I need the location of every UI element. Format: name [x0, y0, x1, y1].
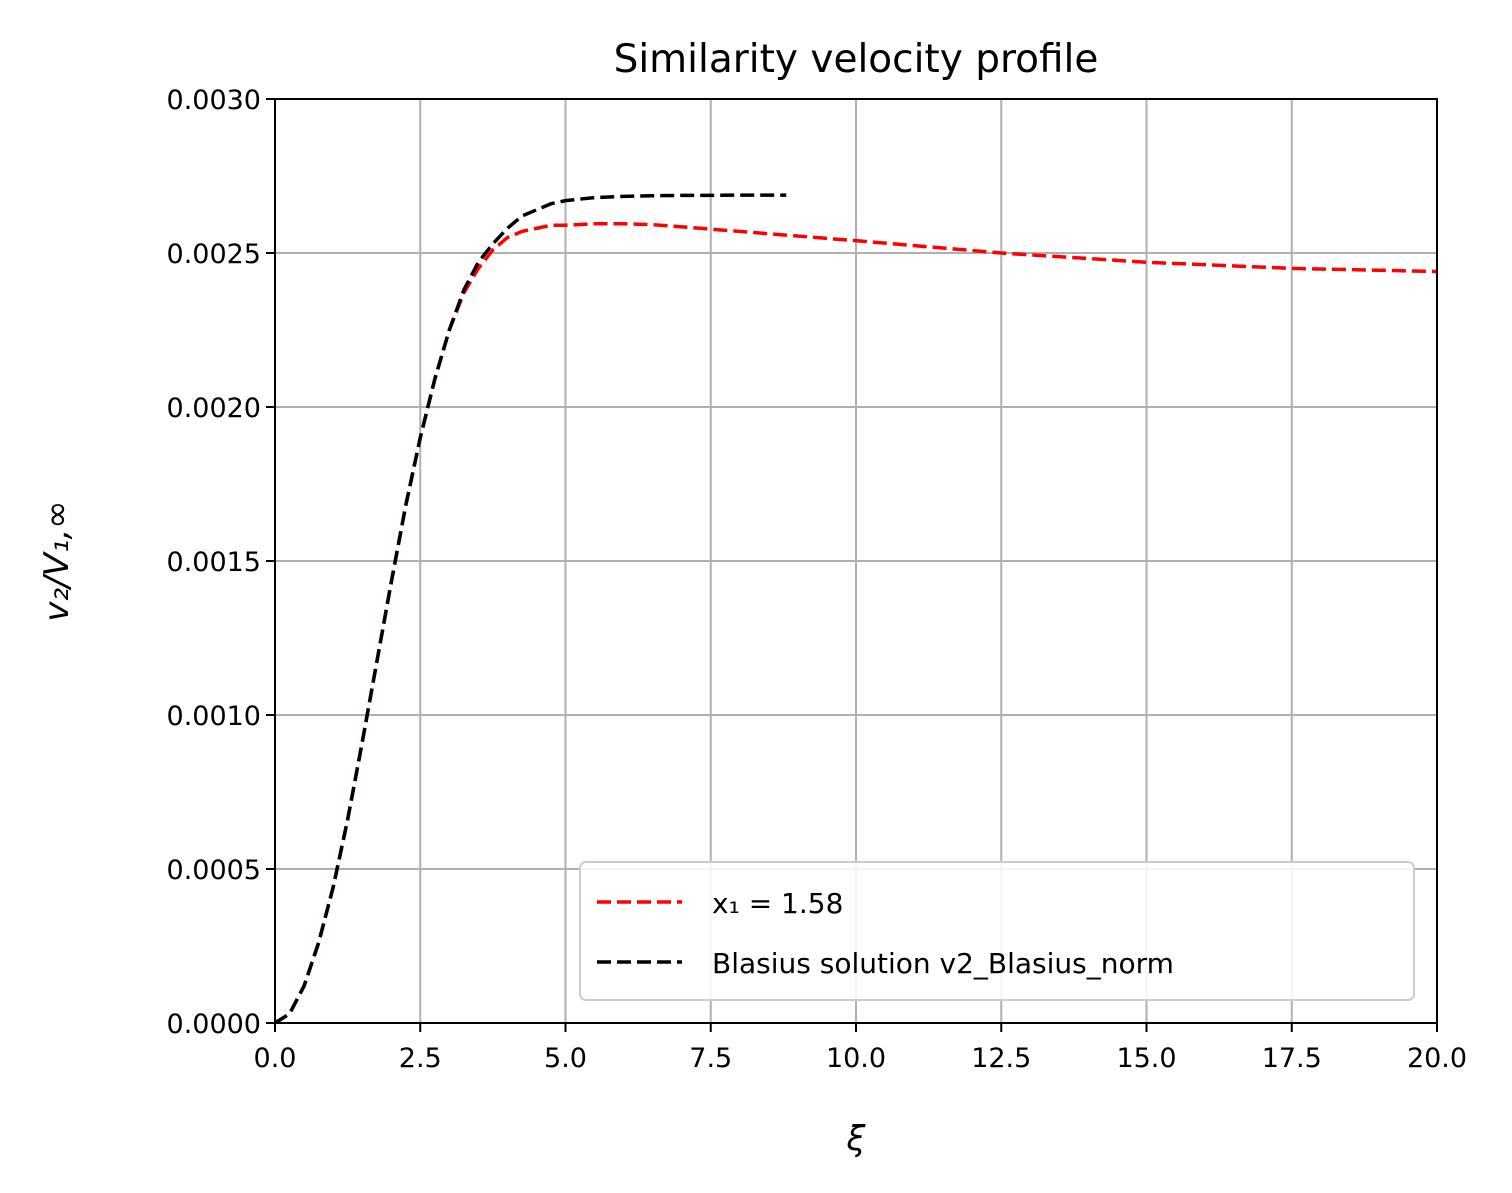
x-tick-label: 2.5: [399, 1043, 442, 1074]
y-tick-label: 0.0010: [167, 701, 261, 732]
y-tick-label: 0.0025: [167, 239, 261, 270]
y-tick-label: 0.0005: [167, 855, 261, 886]
tick-layer: 0.0 2.5 5.0 7.5 10.0 12.5 15.0 17.5 20.0 0.0000 0.…: [167, 85, 1468, 1074]
x-tick-label: 15.0: [1116, 1043, 1176, 1074]
legend: x₁ = 1.58 Blasius solution v2_Blasius_no…: [579, 861, 1415, 1001]
x-tick-label: 5.0: [544, 1043, 587, 1074]
x-tick-label: 20.0: [1407, 1043, 1467, 1074]
series-layer: [274, 193, 1438, 1025]
x-tick-label: 10.0: [826, 1043, 886, 1074]
y-axis-label: v₂/V₁,∞: [37, 500, 77, 621]
x-tick-label: 17.5: [1262, 1043, 1322, 1074]
y-tick-label: 0.0000: [167, 1009, 261, 1040]
legend-box: [579, 861, 1415, 1001]
series-line-2: [274, 193, 787, 1025]
x-tick-label: 7.5: [689, 1043, 732, 1074]
legend-label-series-1: x₁ = 1.58: [712, 887, 843, 920]
y-tick-label: 0.0015: [167, 547, 261, 578]
x-tick-label: 0.0: [254, 1043, 297, 1074]
y-tick-label: 0.0020: [167, 393, 261, 424]
legend-label-series-2: Blasius solution v2_Blasius_norm: [712, 947, 1174, 980]
x-tick-label: 12.5: [971, 1043, 1031, 1074]
y-tick-label: 0.0030: [167, 85, 261, 116]
chart-title: Similarity velocity profile: [614, 37, 1099, 82]
x-axis-label: ξ: [846, 1119, 867, 1159]
